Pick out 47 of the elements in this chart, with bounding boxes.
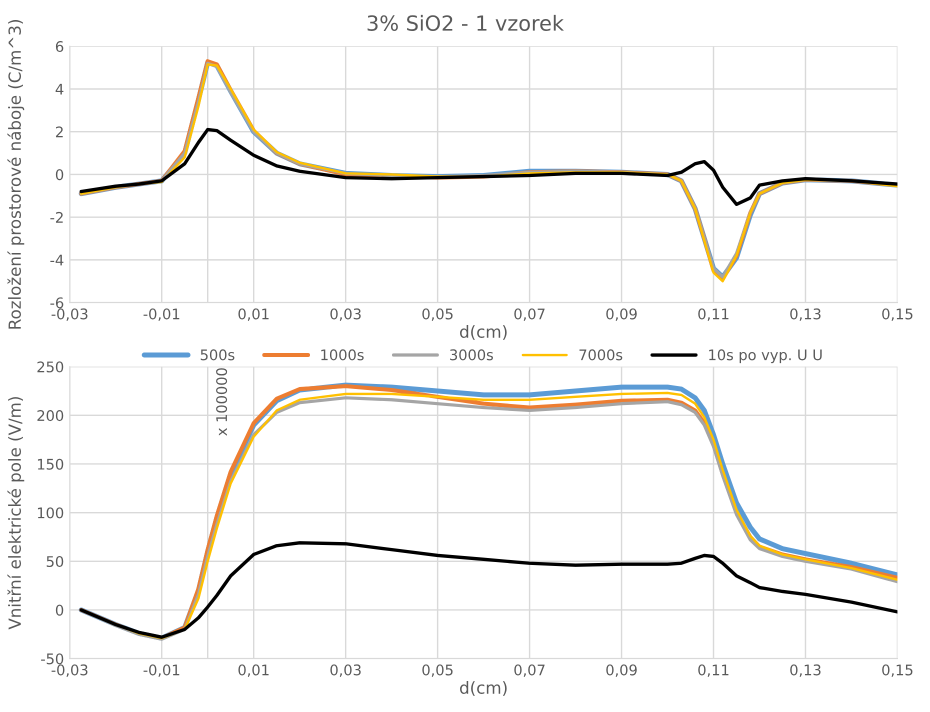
x-tick-label: 0,09 bbox=[606, 308, 637, 321]
y-tick-label: 0 bbox=[56, 604, 64, 616]
chart-title: 3% SiO2 - 1 vzorek bbox=[368, 14, 564, 31]
legend-label: 7000s bbox=[579, 349, 622, 360]
x-tick-label: -0,01 bbox=[144, 308, 180, 321]
y-tick-label: 0 bbox=[56, 169, 64, 180]
y-tick-label: -6 bbox=[50, 297, 64, 308]
x-tick-label: 0,11 bbox=[698, 664, 728, 677]
x-tick-label: 0,03 bbox=[330, 308, 361, 321]
y-tick-label: 100 bbox=[38, 507, 64, 518]
annotation: x 100000 bbox=[216, 368, 228, 436]
y-tick-label: 50 bbox=[46, 556, 64, 568]
x-tick-label: 0,07 bbox=[514, 308, 545, 321]
y-tick-label: 150 bbox=[38, 458, 64, 470]
x-tick-label: 0,13 bbox=[790, 308, 821, 321]
y-tick-label: -50 bbox=[41, 653, 64, 664]
y-tick-label: 2 bbox=[56, 126, 63, 138]
line-series bbox=[80, 541, 898, 639]
y-tick-label: 4 bbox=[56, 84, 64, 95]
x-tick-label: -0,03 bbox=[52, 308, 88, 321]
x-tick-label: 0,01 bbox=[238, 308, 269, 321]
x-tick-label: 0,15 bbox=[882, 308, 912, 321]
x-tick-label: 0,05 bbox=[422, 308, 453, 321]
y-tick-label: -2 bbox=[50, 212, 63, 223]
x-axis-title: d(cm) bbox=[460, 325, 507, 340]
line-series bbox=[80, 128, 898, 206]
y-tick-label: 250 bbox=[37, 361, 64, 372]
y-axis-title: Vnitřní elektrické pole (V/m) bbox=[7, 397, 24, 630]
x-tick-label: -0,01 bbox=[144, 664, 180, 677]
x-tick-label: 0,09 bbox=[606, 664, 637, 677]
x-tick-label: 0,01 bbox=[238, 664, 269, 677]
legend-label: 1000s bbox=[321, 349, 364, 360]
y-tick-label: 6 bbox=[56, 40, 64, 52]
y-tick-label: -4 bbox=[50, 254, 64, 266]
y-axis-title: Rozložení prostorové náboje (C/m^3) bbox=[7, 20, 24, 329]
x-tick-label: 0,11 bbox=[698, 308, 728, 321]
y-tick-label: 200 bbox=[37, 410, 64, 422]
x-tick-label: -0,03 bbox=[52, 664, 88, 677]
x-tick-label: 0,13 bbox=[790, 664, 821, 677]
x-axis-title: d(cm) bbox=[460, 681, 507, 696]
legend-label: 500s bbox=[200, 349, 234, 360]
legend-label: 3000s bbox=[450, 349, 493, 360]
legend-label: 10s po vyp. U U bbox=[709, 349, 822, 364]
x-tick-label: 0,03 bbox=[330, 664, 361, 677]
x-tick-label: 0,15 bbox=[882, 664, 912, 677]
x-tick-label: 0,07 bbox=[514, 664, 545, 677]
x-tick-label: 0,05 bbox=[422, 664, 453, 677]
